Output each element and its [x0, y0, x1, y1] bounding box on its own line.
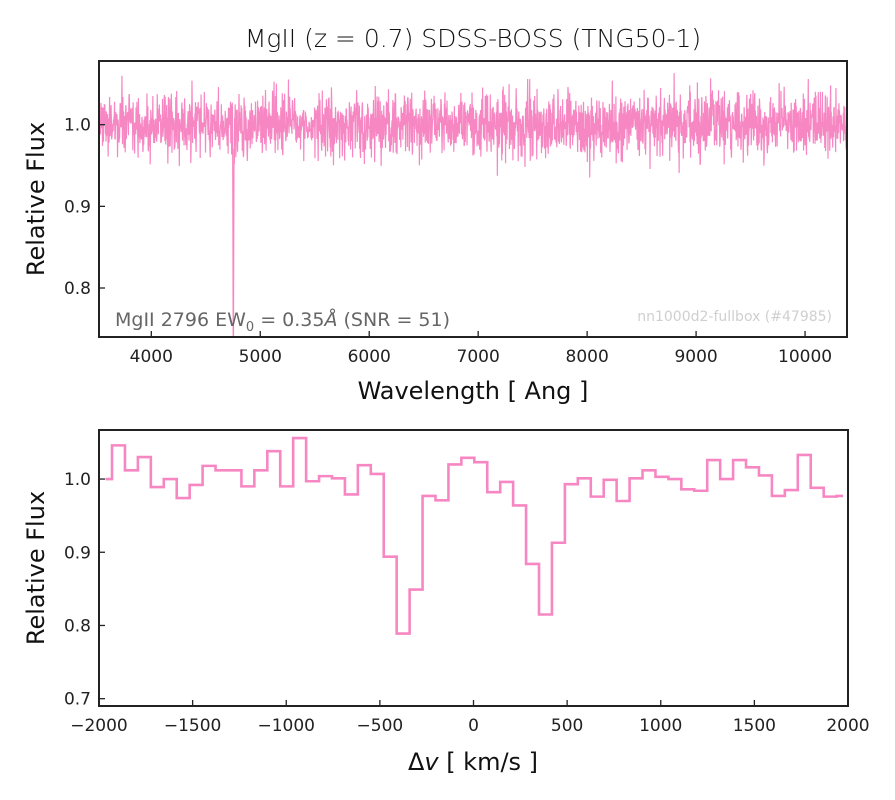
- x-tick-label: 2000: [826, 716, 869, 736]
- x-tick-label: 8000: [566, 347, 609, 367]
- top-x-axis-label: Wavelength [ Ang ]: [358, 377, 589, 405]
- x-tick-label: −1000: [257, 716, 315, 736]
- delta-symbol: Δ: [408, 748, 425, 776]
- bottom-x-ticks: −2000 −1500 −1000 −500 0 500 1000 1500 2000: [70, 700, 870, 736]
- x-tick-label: 6000: [348, 347, 391, 367]
- y-tick-label: 0.9: [64, 197, 91, 217]
- x-tick-label: 4000: [130, 347, 173, 367]
- top-x-ticks: 4000 5000 6000 7000 8000 9000 10000: [130, 331, 832, 367]
- velocity-step-series: [105, 436, 844, 635]
- top-axes-frame: [98, 60, 848, 338]
- ew-unit: Å: [322, 308, 337, 331]
- top-y-axis-label: Relative Flux: [22, 122, 50, 276]
- y-tick-label: 0.9: [64, 543, 91, 563]
- ew-prefix: MgII 2796 EW: [115, 309, 246, 331]
- y-tick-label: 0.8: [64, 279, 91, 299]
- bottom-axes-frame: [98, 429, 849, 707]
- watermark: nn1000d2-fullbox (#47985): [637, 309, 832, 325]
- velocity-unit: [ km/s ]: [439, 748, 538, 776]
- x-tick-label: 9000: [674, 347, 717, 367]
- bottom-x-axis-label: Δv [ km/s ]: [408, 748, 538, 776]
- x-tick-label: −1500: [164, 716, 222, 736]
- velocity-symbol: v: [424, 748, 439, 776]
- ew-suffix: = 0.35: [254, 309, 324, 331]
- spectrum-line: [99, 73, 847, 337]
- step-line: [105, 436, 844, 635]
- ew-annotation: MgII 2796 EW0 = 0.35Å (SNR = 51): [115, 308, 450, 335]
- x-tick-label: 500: [551, 716, 583, 736]
- x-tick-label: 10000: [778, 347, 832, 367]
- y-tick-label: 1.0: [64, 470, 91, 490]
- spectrum-series: [99, 73, 847, 337]
- x-tick-label: 5000: [239, 347, 282, 367]
- bottom-panel: −2000 −1500 −1000 −500 0 500 1000 1500 2000 0.70…: [22, 429, 870, 776]
- top-y-ticks: 0.8 0.9 1.0: [64, 116, 105, 299]
- top-panel: MgII 2796 EW0 = 0.35Å (SNR = 51) nn1000d…: [22, 60, 848, 405]
- y-tick-label: 0.7: [64, 690, 91, 710]
- x-tick-label: 1000: [639, 716, 682, 736]
- ew-subscript: 0: [246, 320, 254, 335]
- y-tick-label: 1.0: [64, 116, 91, 136]
- bottom-y-axis-label: Relative Flux: [22, 491, 50, 645]
- chart-title: MgII (z = 0.7) SDSS-BOSS (TNG50-1): [245, 24, 701, 53]
- y-tick-label: 0.8: [64, 616, 91, 636]
- x-tick-label: 7000: [457, 347, 500, 367]
- x-tick-label: 1500: [733, 716, 776, 736]
- x-tick-label: 0: [468, 716, 479, 736]
- bottom-y-ticks: 0.7 0.8 0.9 1.0: [64, 470, 105, 710]
- ew-tail: (SNR = 51): [337, 309, 450, 331]
- x-tick-label: −500: [357, 716, 404, 736]
- x-tick-label: −2000: [70, 716, 128, 736]
